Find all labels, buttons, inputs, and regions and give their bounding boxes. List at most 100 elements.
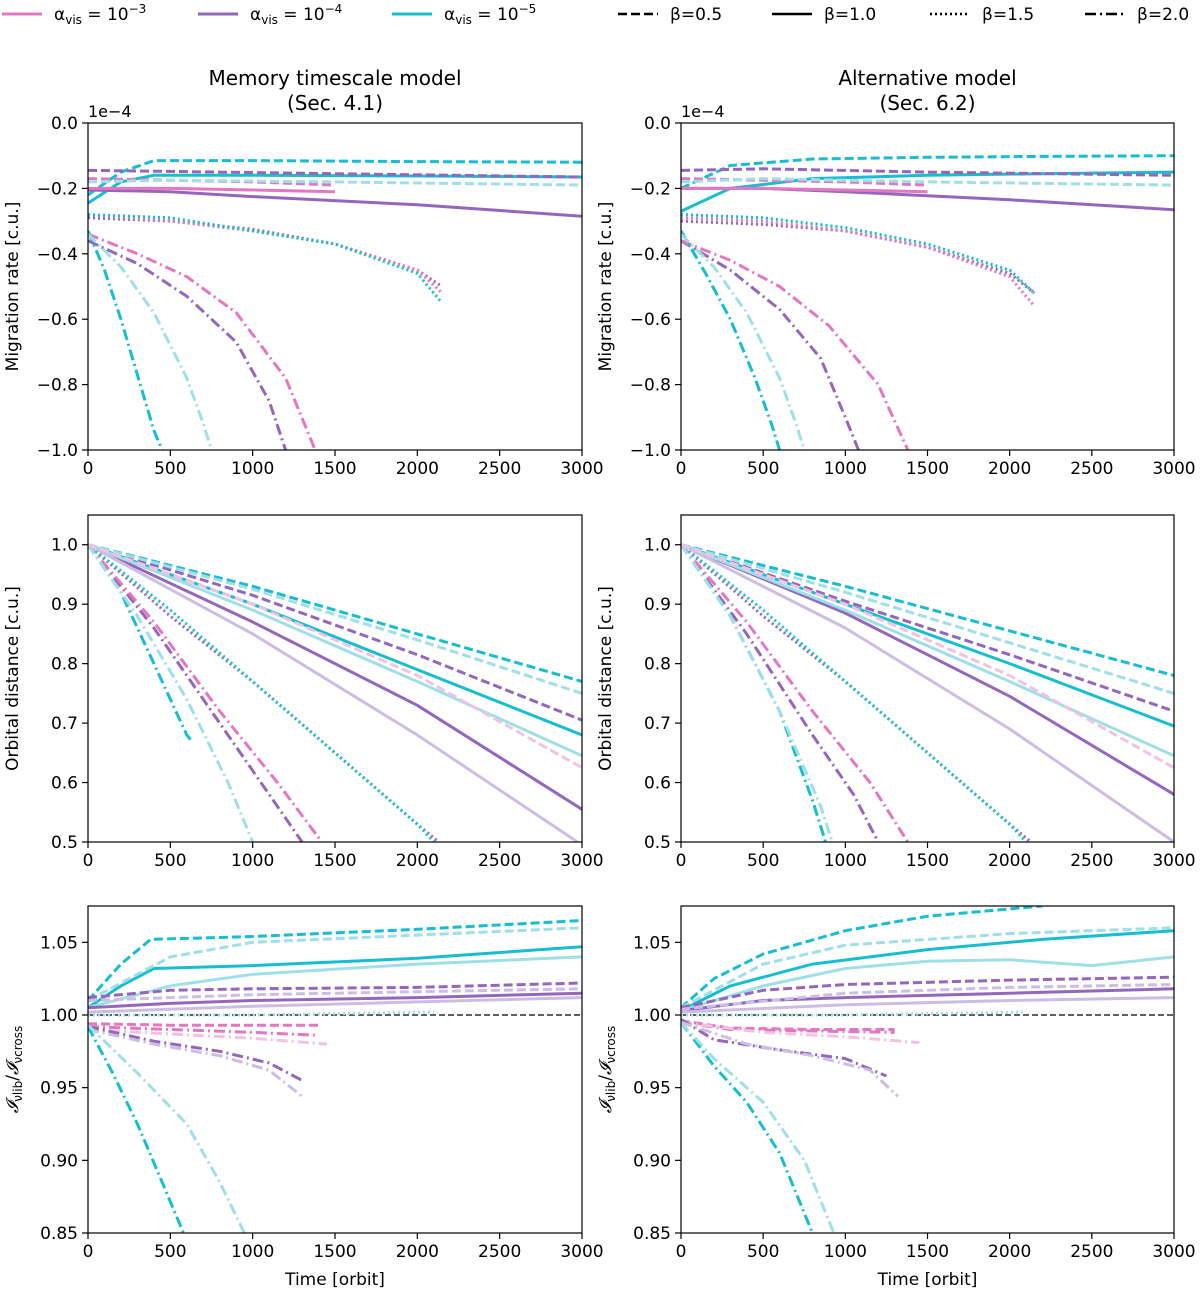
x-tick-label: 1000 bbox=[231, 459, 274, 479]
x-tick-label: 1500 bbox=[906, 851, 949, 871]
legend-item-beta: β=0.5 bbox=[618, 5, 722, 25]
series-line bbox=[88, 543, 582, 683]
series-line bbox=[88, 926, 582, 1002]
legend-label: β=1.0 bbox=[824, 5, 876, 25]
x-tick-label: 2500 bbox=[1070, 851, 1113, 871]
series-group bbox=[88, 919, 582, 1233]
series-line bbox=[88, 543, 582, 770]
y-tick-label: −0.2 bbox=[37, 179, 78, 199]
series-line bbox=[88, 543, 324, 842]
x-tick-label: 1000 bbox=[824, 459, 867, 479]
x-tick-label: 0 bbox=[83, 459, 94, 479]
x-tick-label: 1500 bbox=[906, 459, 949, 479]
x-tick-label: 500 bbox=[154, 1242, 186, 1262]
x-tick-label: 1500 bbox=[313, 1242, 356, 1262]
x-tick-label: 1500 bbox=[313, 851, 356, 871]
column-title: Alternative model bbox=[838, 66, 1016, 90]
series-line bbox=[681, 929, 1174, 1012]
series-line bbox=[88, 991, 582, 1010]
axis-offset-label: 1e−4 bbox=[88, 102, 132, 121]
x-tick-label: 0 bbox=[676, 851, 687, 871]
series-line bbox=[88, 543, 255, 842]
series-line bbox=[681, 1019, 895, 1031]
y-tick-label: 1.05 bbox=[633, 933, 671, 953]
series-line bbox=[681, 219, 1036, 295]
series-line bbox=[681, 543, 1174, 713]
legend: αvis = 10−3 αvis = 10−4 αvis = 10−5 β=0.5 β=… bbox=[2, 2, 1189, 27]
legend-item-alpha: αvis = 10−5 bbox=[392, 2, 536, 27]
series-line bbox=[88, 230, 164, 450]
y-tick-label: 0.90 bbox=[40, 1151, 78, 1171]
x-tick-label: 500 bbox=[747, 459, 779, 479]
series-line bbox=[681, 167, 1174, 177]
legend-label: β=2.0 bbox=[1137, 5, 1189, 25]
legend-label: β=0.5 bbox=[670, 5, 722, 25]
series-line bbox=[681, 1020, 899, 1098]
series-line bbox=[681, 216, 1036, 308]
x-axis-label: Time [orbit] bbox=[284, 1270, 385, 1290]
y-tick-label: 0.85 bbox=[40, 1224, 78, 1244]
x-tick-label: 3000 bbox=[560, 459, 603, 479]
x-tick-label: 500 bbox=[154, 851, 186, 871]
y-axis-label: Orbital distance [c.u.] bbox=[3, 586, 23, 771]
y-tick-label: −1.0 bbox=[630, 441, 671, 461]
series-line bbox=[681, 983, 1174, 1011]
x-tick-label: 0 bbox=[83, 851, 94, 871]
x-tick-label: 2000 bbox=[988, 851, 1031, 871]
x-tick-label: 1000 bbox=[231, 851, 274, 871]
y-tick-label: −0.8 bbox=[37, 376, 78, 396]
panels: 0 500 1000 1500 2000 2500 3000 0.0 −0.2 −0.4 −0.6 −… bbox=[3, 102, 1196, 1290]
panel-orbital-alt: 0 500 1000 1500 2000 2500 3000 1.0 0.9 0.8 0.7 0.6 0… bbox=[596, 514, 1196, 871]
y-tick-label: 0.8 bbox=[644, 655, 671, 675]
y-tick-label: 0.5 bbox=[51, 833, 78, 853]
series-line bbox=[88, 1024, 246, 1233]
series-line bbox=[88, 543, 582, 811]
series-line bbox=[88, 1025, 185, 1233]
series-group bbox=[681, 906, 1174, 1233]
series-line bbox=[681, 1020, 920, 1045]
series-line bbox=[88, 945, 582, 1009]
x-tick-label: 2500 bbox=[1070, 459, 1113, 479]
x-tick-label: 1500 bbox=[313, 459, 356, 479]
y-tick-label: 0.0 bbox=[51, 114, 78, 134]
series-line bbox=[681, 177, 1174, 187]
series-line bbox=[681, 1021, 836, 1233]
x-tick-label: 3000 bbox=[560, 851, 603, 871]
y-tick-label: 0.90 bbox=[633, 1151, 671, 1171]
series-line bbox=[681, 543, 1028, 842]
series-line bbox=[88, 919, 582, 1002]
x-tick-label: 2500 bbox=[478, 459, 521, 479]
axis-offset-label: 1e−4 bbox=[681, 102, 725, 121]
series-line bbox=[88, 1025, 319, 1037]
series-line bbox=[681, 230, 782, 450]
panel-orbital-memory: 0 500 1000 1500 2000 2500 3000 1.0 0.9 0.8 0.7 0.6 0… bbox=[3, 514, 604, 871]
series-line bbox=[88, 996, 582, 1014]
x-axis-label: Time [orbit] bbox=[877, 1270, 978, 1290]
y-tick-label: 1.00 bbox=[40, 1006, 78, 1026]
column-titles: Memory timescale model(Sec. 4.1) Alternat… bbox=[208, 66, 1016, 115]
legend-item-alpha: αvis = 10−3 bbox=[2, 2, 146, 27]
column-title: (Sec. 6.2) bbox=[879, 91, 975, 115]
x-tick-label: 2000 bbox=[988, 1242, 1031, 1262]
series-line bbox=[88, 213, 444, 304]
y-tick-label: −0.4 bbox=[37, 245, 78, 265]
series-line bbox=[681, 186, 928, 194]
series-line bbox=[681, 239, 860, 450]
series-line bbox=[88, 981, 582, 1000]
x-tick-label: 0 bbox=[83, 1242, 94, 1262]
y-tick-label: 0.8 bbox=[51, 655, 78, 675]
x-tick-label: 1000 bbox=[231, 1242, 274, 1262]
y-tick-label: 0.6 bbox=[51, 774, 78, 794]
y-tick-label: 0.9 bbox=[51, 595, 78, 615]
series-line bbox=[681, 1021, 814, 1233]
series-group bbox=[88, 159, 582, 450]
x-tick-label: 500 bbox=[154, 459, 186, 479]
column-title: Memory timescale model bbox=[208, 66, 461, 90]
series-line bbox=[88, 543, 193, 742]
y-tick-label: 0.6 bbox=[644, 774, 671, 794]
panel-migration-alt: 0 500 1000 1500 2000 2500 3000 0.0 −0.2 −0.4 −0.6 −… bbox=[596, 102, 1196, 479]
x-tick-label: 0 bbox=[676, 459, 687, 479]
column-title: (Sec. 4.1) bbox=[287, 91, 383, 115]
x-tick-label: 500 bbox=[747, 1242, 779, 1262]
y-tick-label: −1.0 bbox=[37, 441, 78, 461]
